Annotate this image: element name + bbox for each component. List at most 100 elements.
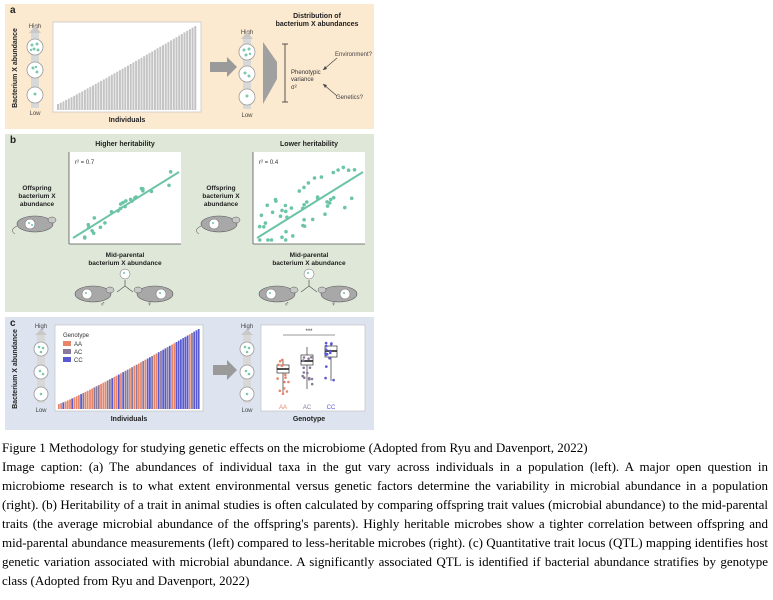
- b-right-male-icon: ♂: [284, 301, 289, 308]
- a-bar: [129, 64, 132, 110]
- c-bar: [100, 383, 102, 409]
- mouse-icon: [258, 285, 299, 303]
- b-right-offspring-1: Offspring: [206, 185, 235, 192]
- sigma-label: σ²: [291, 85, 297, 91]
- a-bar: [167, 42, 170, 110]
- c-legend: AA AC CC: [63, 341, 83, 364]
- b-right-point: [302, 218, 306, 222]
- b-right-points: [257, 165, 357, 242]
- b-right-point: [301, 206, 305, 211]
- b-right-point: [266, 238, 270, 242]
- a-bar: [121, 68, 124, 110]
- b-right-parent-connector: [300, 280, 318, 293]
- c-bar: [153, 354, 156, 409]
- panel-a-label: a: [10, 5, 16, 16]
- a-bar: [156, 48, 159, 110]
- b-left-point: [98, 225, 103, 230]
- distribution-shape: [263, 42, 277, 104]
- c-bar: [109, 379, 111, 409]
- a-bar: [105, 77, 108, 110]
- box-point: [310, 377, 314, 381]
- a-bar: [113, 73, 116, 110]
- box-point: [303, 376, 306, 379]
- c-bar: [180, 339, 182, 409]
- panel-b: b Higher heritability r² = 0.7 Offspring…: [5, 134, 374, 312]
- b-right-point: [323, 212, 327, 216]
- b-right-point: [306, 181, 311, 185]
- c-bar: [186, 335, 189, 409]
- a-y-axis-label: Bacterium X abundance: [12, 28, 19, 108]
- b-right-point: [269, 238, 274, 242]
- b-right-point: [257, 224, 262, 229]
- a-bar: [124, 67, 127, 110]
- a-bar: [180, 34, 183, 110]
- a-bar: [191, 27, 194, 111]
- c-genotype-title: Genotype: [63, 333, 90, 339]
- a-bar: [162, 45, 165, 110]
- c-bar: [146, 358, 149, 409]
- a-dist-title-1: Distribution of: [293, 13, 341, 20]
- box-point: [332, 378, 335, 382]
- environment-label: Environment?: [335, 52, 373, 58]
- b-right-point: [305, 200, 309, 204]
- box-point: [308, 366, 312, 369]
- c-bar: [144, 359, 147, 409]
- b-left-point: [83, 236, 87, 240]
- b-right-point: [283, 238, 288, 242]
- b-right-offspring-3: abundance: [204, 201, 239, 208]
- c-bar: [102, 382, 105, 409]
- c-bar: [78, 395, 80, 409]
- c-bar: [133, 365, 136, 409]
- box-genotype-label: AA: [279, 405, 287, 411]
- c-bar: [62, 402, 65, 409]
- c2-up-arrow-icon: [241, 329, 253, 335]
- bacteria-dish-icon: [238, 65, 256, 83]
- box-point: [280, 364, 284, 367]
- phenotypic-label-1: Phenotypic: [291, 70, 321, 76]
- c-bar: [73, 397, 76, 409]
- a-bar: [145, 54, 148, 110]
- b-right-point: [278, 214, 283, 218]
- c-bar: [171, 344, 173, 409]
- bacteria-dish-icon: [33, 364, 49, 380]
- c-bar: [60, 403, 62, 409]
- c-bar: [126, 369, 129, 409]
- bacteria-dish-icon: [26, 38, 44, 56]
- b-right-point: [327, 201, 332, 205]
- c-bar: [91, 388, 94, 409]
- b-right-point: [328, 197, 333, 202]
- c-bars: [58, 329, 200, 409]
- significance-label: ***: [305, 329, 313, 335]
- box-point: [285, 390, 289, 393]
- b-right-mid-2: bacterium X abundance: [272, 260, 346, 267]
- b-right-point: [258, 238, 262, 242]
- c-bar: [168, 345, 171, 409]
- a-bar: [178, 35, 181, 110]
- box-point: [280, 358, 284, 362]
- b-right-point: [325, 204, 330, 208]
- a-bar: [108, 76, 111, 110]
- genetics-label: Genetics?: [336, 95, 364, 101]
- box-point: [277, 363, 280, 367]
- b-left-point: [141, 189, 145, 193]
- box-point: [278, 389, 282, 393]
- b-left-point: [90, 229, 94, 233]
- a-bar: [137, 59, 140, 110]
- legend-label: AC: [74, 350, 83, 356]
- c-bar: [80, 394, 82, 409]
- b-left-point: [121, 200, 125, 205]
- c-bar: [86, 390, 89, 409]
- a-bar: [143, 56, 146, 110]
- figure-caption: Figure 1 Methodology for studying geneti…: [2, 438, 768, 590]
- c-bar: [162, 349, 165, 409]
- c-bar: [120, 373, 122, 409]
- b-right-point: [289, 206, 294, 210]
- c2-high-label: High: [241, 324, 253, 330]
- b-right-female-icon: ♀: [331, 301, 336, 308]
- b-right-point: [336, 168, 340, 172]
- a-bar: [67, 98, 70, 110]
- a-bar: [159, 46, 162, 110]
- b-left-offspring-1: Offspring: [22, 185, 51, 192]
- c-bar: [151, 356, 153, 409]
- a-bar: [194, 26, 197, 110]
